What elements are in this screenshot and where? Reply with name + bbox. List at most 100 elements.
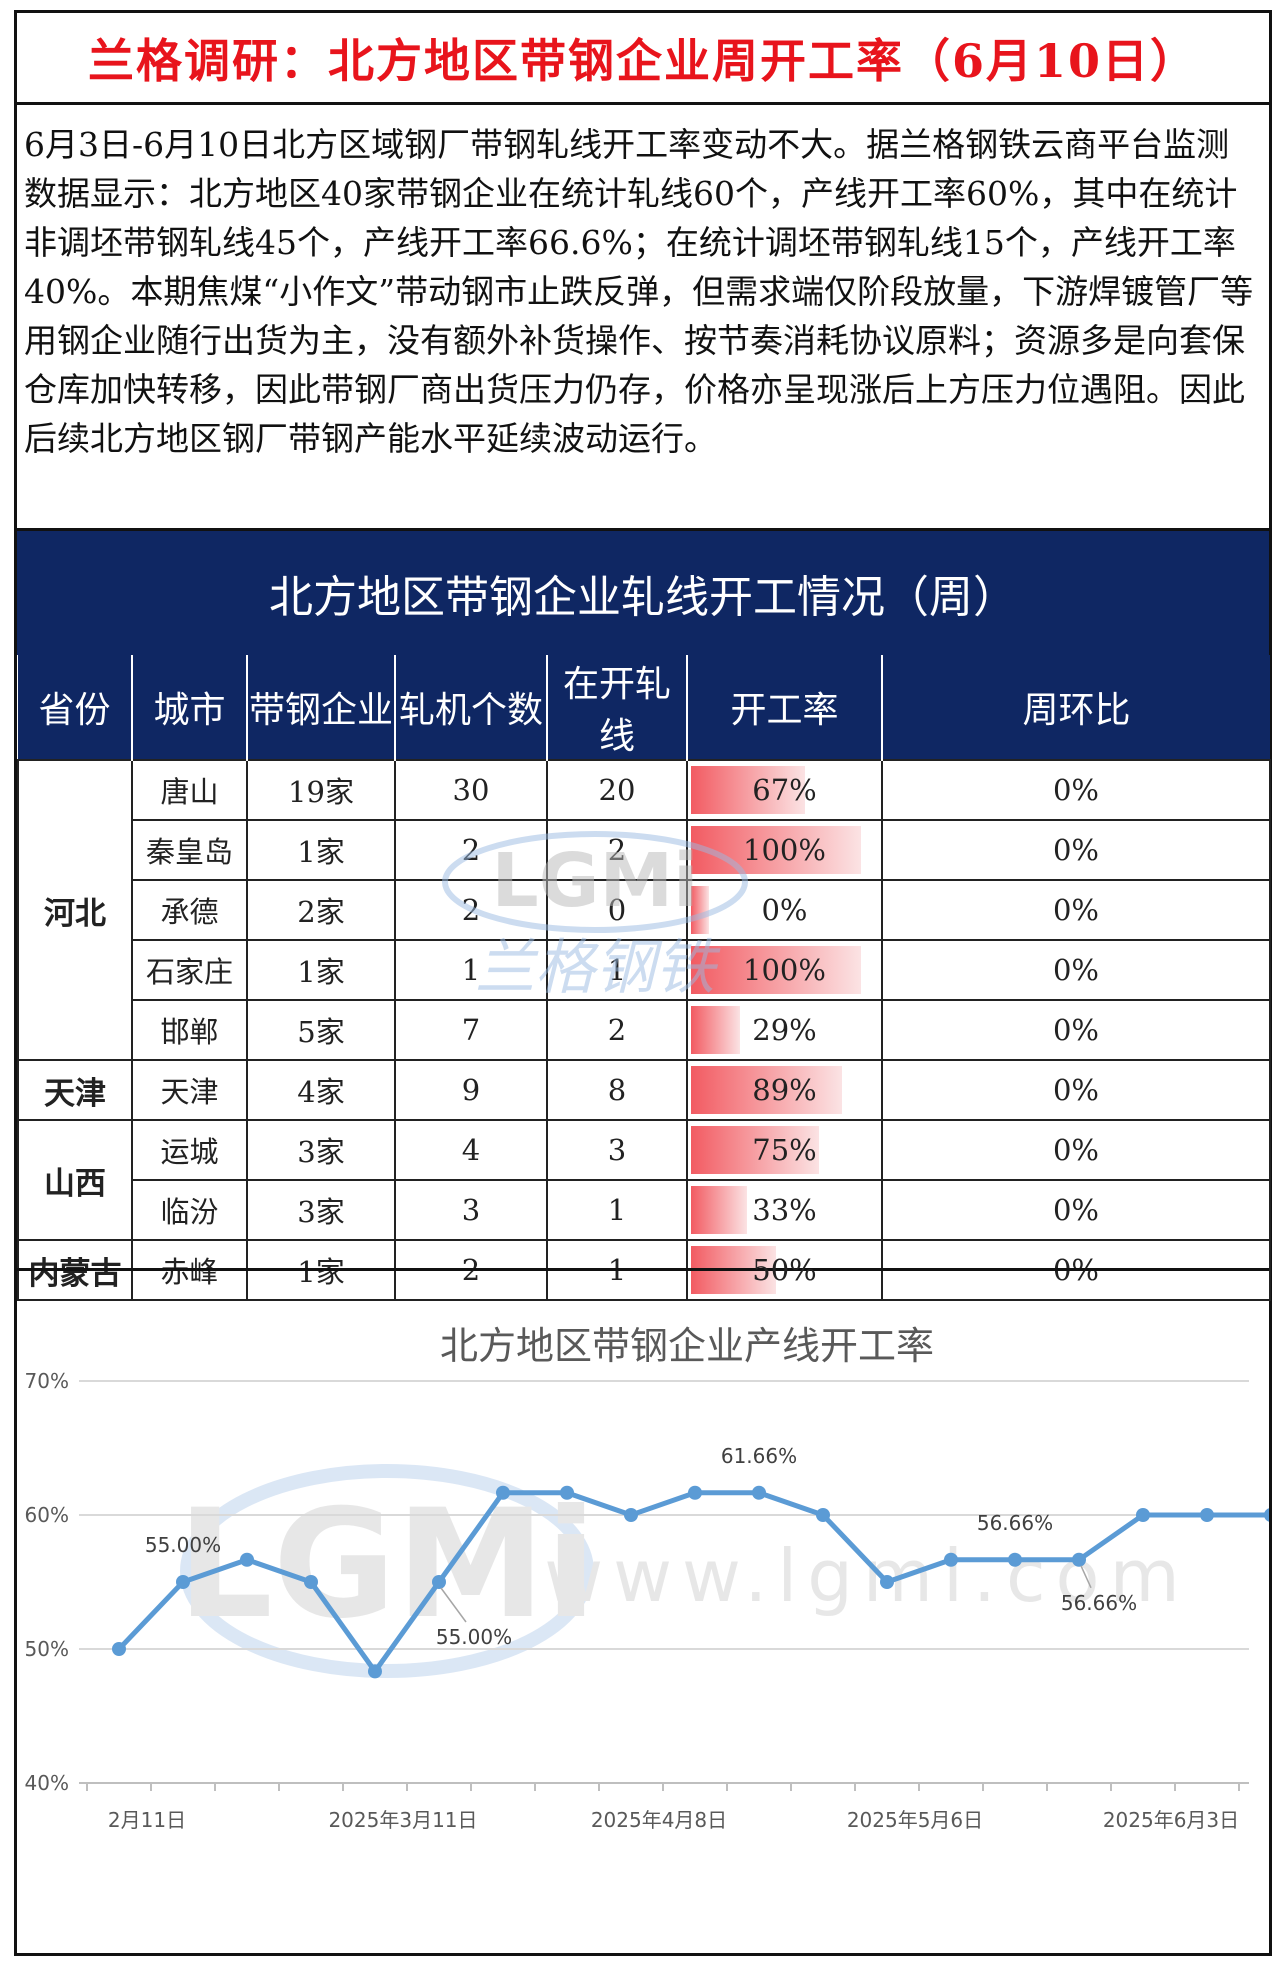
data-point [1264,1508,1269,1522]
data-point [496,1485,510,1500]
data-point [1072,1552,1086,1567]
rate-bar [691,766,805,814]
watermark-logo-text: LGMi [177,1478,596,1652]
open-lines-cell: 3 [546,1119,688,1181]
city-cell: 邯郸 [131,999,248,1061]
col-header-mills: 轧机个数 [395,655,548,760]
data-point [624,1508,638,1522]
rate-bar [691,886,709,934]
x-tick-label: 2025年4月8日 [591,1808,727,1832]
city-cell: 石家庄 [131,939,248,1001]
watermark-url-text: www.lgmi.com [544,1534,1189,1618]
y-tick-label: 70% [25,1369,69,1393]
x-tick-label: 2025年3月11日 [328,1808,477,1832]
firms-cell: 3家 [246,1179,396,1241]
table-row: 天津 天津 4家 9 8 89% 0% [17,1059,1271,1121]
table-row: 秦皇岛 1家 2 2 100% 0% [18,819,1271,881]
city-cell: 临汾 [131,1179,248,1241]
data-point [816,1508,830,1522]
col-header-open-lines: 在开轧线 [547,655,688,760]
province-cell: 天津 [17,1059,133,1121]
mills-cell: 2 [394,819,548,881]
x-tick-label: 2025年6月3日 [1103,1808,1239,1832]
chart-watermark: LGMi www.lgmi.com [177,1464,1189,1678]
mills-cell: 4 [394,1119,548,1181]
data-label: 56.66% [977,1511,1053,1535]
firms-cell: 1家 [246,819,396,881]
data-point [1136,1508,1150,1522]
open-lines-cell: 0 [546,879,688,941]
rate-cell: 29% [686,999,883,1061]
line-chart: LGMi www.lgmi.com 北方地区带钢企业产线开工率 70% 60% 50… [25,1324,1269,1832]
y-tick-label: 50% [25,1637,69,1661]
rate-cell: 89% [686,1059,883,1121]
wow-cell: 0% [881,879,1271,941]
data-label-leader [440,1587,467,1623]
y-tick-label: 40% [25,1771,69,1795]
city-cell: 天津 [131,1059,248,1121]
rate-bar [691,1006,741,1054]
data-label: 55.00% [145,1533,221,1557]
data-point [560,1485,574,1500]
col-header-firms: 带钢企业 [247,655,396,760]
mills-cell: 3 [394,1179,548,1241]
data-point [688,1485,702,1500]
open-lines-cell: 1 [546,1179,688,1241]
rate-cell: 67% [686,759,883,821]
firms-cell: 3家 [246,1119,396,1181]
col-header-province: 省份 [18,655,133,760]
mills-cell: 1 [394,939,548,1001]
wow-cell: 0% [881,759,1271,821]
rate-cell: 75% [686,1119,883,1181]
firms-cell: 2家 [246,879,396,941]
data-point [752,1485,766,1500]
wow-cell: 0% [881,1179,1271,1241]
mills-cell: 30 [394,759,548,821]
data-point [880,1575,894,1589]
rate-cell: 100% [686,819,883,881]
mills-cell: 9 [394,1059,548,1121]
rate-cell: 33% [686,1179,883,1241]
rate-cell: 100% [686,939,883,1001]
rate-value: 100% [743,953,826,987]
city-cell: 唐山 [131,759,248,821]
province-cell: 山西 [17,1119,133,1241]
rate-value: 29% [752,1013,817,1047]
rate-value: 0% [761,893,808,927]
firms-cell: 1家 [246,939,396,1001]
open-lines-cell: 2 [546,999,688,1061]
firms-cell: 5家 [246,999,396,1061]
col-header-wow: 周环比 [882,655,1270,760]
col-header-city: 城市 [132,655,248,760]
divider [17,1268,1269,1271]
rate-bar [691,1126,819,1174]
open-lines-cell: 2 [546,819,688,881]
table-title: 北方地区带钢企业轧线开工情况（周） [17,531,1269,655]
wow-cell: 0% [881,1059,1271,1121]
data-point [432,1575,446,1589]
wow-cell: 0% [881,819,1271,881]
watermark-ellipse [180,1464,594,1678]
y-tick-label: 60% [25,1503,69,1527]
data-label-leader [1080,1565,1092,1589]
data-point [1200,1508,1214,1522]
table-header-row: 省份 城市 带钢企业 轧机个数 在开轧线 开工率 周环比 [18,655,1270,760]
utilization-table: 省份 城市 带钢企业 轧机个数 在开轧线 开工率 周环比 河北 唐山 19家 3… [17,655,1271,1301]
data-point [368,1664,382,1679]
data-point [944,1552,958,1567]
col-header-rate: 开工率 [687,655,883,760]
city-cell: 运城 [131,1119,248,1181]
chart-title: 北方地区带钢企业产线开工率 [440,1324,934,1368]
outer-frame [14,10,1272,1956]
data-label: 61.66% [721,1444,797,1468]
rate-value: 75% [752,1133,817,1167]
rate-value: 33% [752,1193,817,1227]
table-row: 河北 唐山 19家 30 20 67% 0% [17,759,1271,1061]
open-lines-cell: 1 [546,939,688,1001]
rate-value: 89% [752,1073,817,1107]
data-point [304,1575,318,1589]
rate-bar [691,1066,843,1114]
table-row: 石家庄 1家 1 1 100% 0% [18,939,1271,1001]
firms-cell: 19家 [246,759,396,821]
rate-bar [691,946,861,994]
